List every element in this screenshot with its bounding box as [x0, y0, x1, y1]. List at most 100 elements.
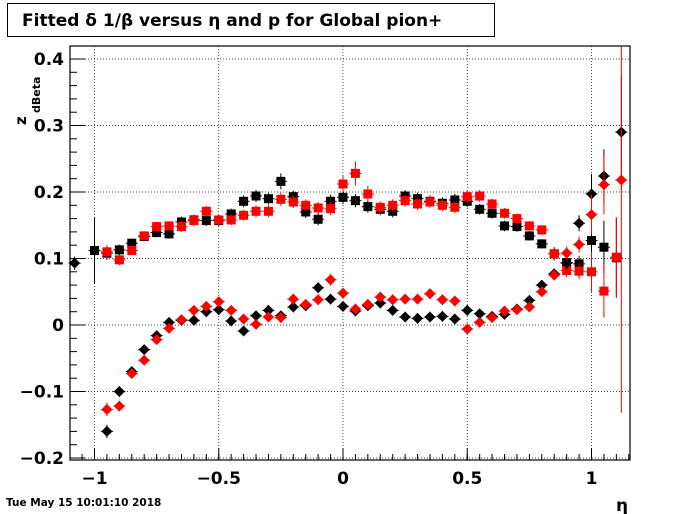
data-point	[262, 311, 275, 323]
square-marker	[276, 194, 286, 204]
diamond-marker	[188, 314, 200, 326]
diamond-marker	[387, 294, 399, 306]
diamond-marker	[586, 188, 597, 200]
diamond-marker	[586, 209, 597, 221]
square-marker	[587, 236, 596, 246]
data-point	[274, 312, 287, 324]
square-marker	[400, 196, 410, 206]
diamond-marker	[349, 303, 361, 315]
data-point	[200, 215, 213, 226]
diamond-marker	[573, 217, 585, 229]
diamond-marker	[312, 282, 324, 294]
square-marker	[350, 196, 360, 206]
diamond-marker	[523, 294, 535, 306]
square-marker	[263, 206, 273, 216]
data-point	[523, 221, 536, 231]
square-marker	[152, 222, 162, 232]
data-point	[212, 214, 225, 226]
diamond-marker	[573, 239, 585, 251]
diamond-marker	[362, 298, 374, 310]
diamond-marker	[225, 315, 237, 327]
diamond-marker	[337, 287, 349, 299]
data-point	[113, 254, 126, 266]
diamond-marker	[200, 300, 212, 312]
diamond-marker	[449, 295, 461, 307]
data-point	[386, 304, 399, 316]
x-tick-label: 1	[586, 469, 598, 489]
data-point	[535, 286, 548, 298]
data-point	[100, 245, 113, 259]
diamond-marker	[499, 305, 511, 317]
data-point	[411, 293, 424, 305]
diamond-marker	[424, 311, 436, 323]
square-marker	[288, 197, 298, 207]
square-marker	[152, 228, 162, 238]
data-point	[225, 214, 238, 226]
data-point	[312, 294, 325, 306]
data-point	[548, 269, 561, 281]
data-point	[138, 354, 151, 366]
data-point	[68, 256, 81, 270]
data-point	[374, 291, 387, 303]
square-marker	[500, 221, 510, 231]
chart-title: Fitted δ 1/β versus η and p for Global p…	[22, 11, 443, 31]
data-point	[150, 334, 163, 346]
data-point	[349, 303, 362, 315]
square-marker	[537, 225, 547, 235]
data-point	[250, 205, 263, 218]
square-marker	[201, 206, 211, 216]
square-marker	[413, 199, 423, 209]
data-point	[374, 201, 387, 214]
diamond-marker	[175, 314, 187, 326]
diamond-marker	[436, 294, 448, 306]
data-point	[473, 203, 486, 215]
diamond-marker	[287, 293, 299, 305]
data-point	[262, 205, 275, 218]
data-point	[113, 244, 126, 256]
x-axis-label: η	[616, 496, 628, 514]
series-0-black-square	[88, 173, 623, 298]
diamond-marker	[449, 313, 461, 325]
diamond-marker	[138, 344, 150, 356]
diamond-marker	[511, 304, 523, 316]
square-marker	[276, 176, 286, 186]
x-tick-label: 0	[337, 469, 349, 489]
diamond-marker	[163, 322, 175, 334]
diamond-marker	[412, 293, 424, 305]
data-point	[361, 186, 374, 202]
series-2-black-diamond	[68, 75, 628, 439]
diamond-marker	[536, 279, 548, 291]
series-3-red-diamond	[100, 46, 628, 417]
data-point	[548, 247, 561, 261]
data-point	[560, 256, 573, 270]
data-point	[237, 195, 250, 208]
data-point	[498, 305, 511, 317]
data-point	[225, 304, 238, 316]
data-point	[461, 323, 474, 335]
data-point	[361, 298, 374, 310]
data-point	[448, 295, 461, 307]
data-point	[187, 314, 200, 326]
square-marker	[475, 191, 485, 201]
diamond-marker	[138, 354, 150, 366]
data-point	[399, 293, 412, 305]
diamond-marker	[374, 291, 386, 303]
data-point	[560, 246, 573, 260]
diamond-marker	[312, 294, 324, 306]
x-tick-label: −0.5	[197, 469, 241, 489]
diamond-marker	[374, 297, 386, 309]
diamond-marker	[436, 310, 448, 322]
diamond-marker	[69, 257, 81, 269]
data-point	[287, 293, 300, 305]
data-point	[299, 199, 312, 212]
data-point	[436, 294, 449, 306]
y-axis-label-subscript: dBeta	[30, 77, 43, 113]
data-point	[175, 221, 188, 232]
y-tick-label: 0.2	[34, 183, 64, 203]
diamond-marker	[163, 316, 175, 328]
square-marker	[251, 191, 261, 201]
square-marker	[263, 194, 273, 204]
diamond-marker	[474, 308, 486, 320]
square-marker	[164, 229, 174, 239]
